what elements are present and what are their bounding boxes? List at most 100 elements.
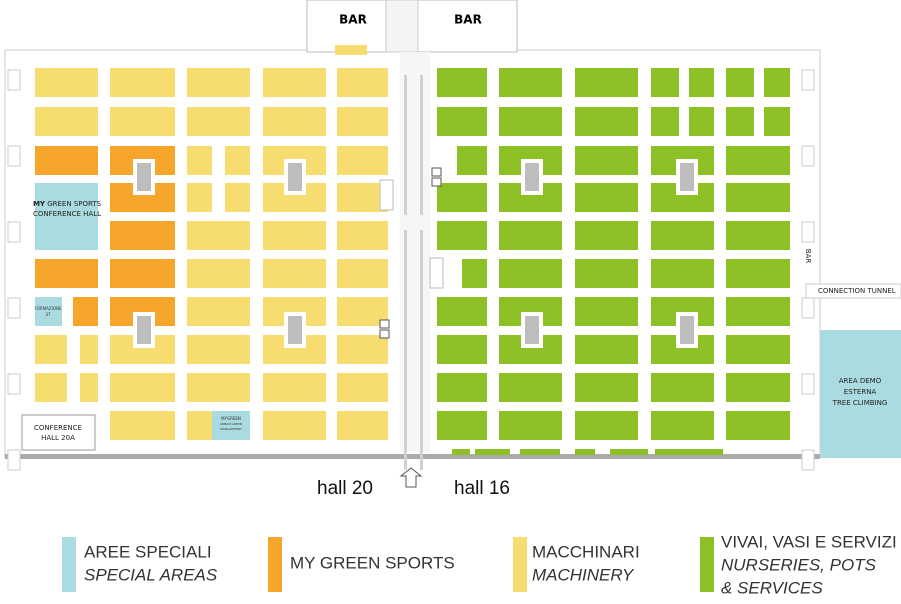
- stand: [110, 68, 175, 97]
- stand: [187, 146, 212, 175]
- hall-label: CONFERENCE HALL: [33, 210, 101, 218]
- pillar: [801, 449, 815, 471]
- stand: [35, 373, 67, 402]
- stand: [187, 259, 250, 288]
- area-label: CONFERENCE: [34, 424, 82, 432]
- kiosk: [525, 316, 539, 344]
- area-label: HALL 20A: [41, 434, 75, 442]
- stand: [187, 335, 250, 364]
- stand: [726, 297, 790, 326]
- stair: [429, 257, 444, 289]
- stair: [379, 179, 394, 211]
- hall-name: hall 20: [317, 478, 373, 499]
- kiosk: [137, 316, 151, 344]
- legend-text: MY GREEN SPORTS: [290, 553, 455, 572]
- hall-label-rest: GREEN SPORTS: [47, 200, 101, 208]
- kiosk: [137, 163, 151, 191]
- bar-label: BAR: [804, 249, 812, 264]
- stand: [651, 373, 714, 402]
- pillar: [801, 297, 815, 319]
- hall-label-bold: MY: [33, 200, 46, 208]
- stand: [689, 68, 714, 97]
- pillar: [801, 145, 815, 167]
- stand: [726, 373, 790, 402]
- legend-text: VIVAI, VASI E SERVIZI: [721, 532, 897, 551]
- legend-text: AREE SPECIALI: [84, 542, 212, 561]
- stand: [187, 68, 250, 97]
- area-label: 37: [45, 312, 51, 317]
- legend-swatch: [700, 537, 714, 592]
- area-label: FORMAZIONE: [34, 306, 61, 311]
- legend-text: SPECIAL AREAS: [84, 565, 218, 584]
- stand: [499, 411, 562, 440]
- stand: [225, 146, 250, 175]
- stand: [337, 411, 388, 440]
- pillar: [7, 449, 21, 471]
- stand: [437, 221, 487, 250]
- stand: [263, 259, 326, 288]
- stand: [110, 221, 175, 250]
- legend-text: & SERVICES: [721, 578, 823, 597]
- stand: [726, 68, 754, 97]
- kiosk: [680, 163, 694, 191]
- stand: [726, 411, 790, 440]
- demo-area: [820, 330, 901, 458]
- bar-label: BAR: [454, 13, 482, 27]
- stand: [575, 411, 638, 440]
- stand: [187, 183, 212, 212]
- stand: [110, 259, 175, 288]
- stand: [263, 373, 326, 402]
- stand: [225, 183, 250, 212]
- passage: [385, 0, 419, 53]
- stand: [764, 107, 790, 136]
- stand: [499, 107, 562, 136]
- stand: [337, 107, 388, 136]
- pillar: [801, 373, 815, 395]
- stand: [452, 449, 470, 455]
- conference-room: [21, 414, 96, 451]
- stand: [263, 68, 326, 97]
- stand: [499, 259, 562, 288]
- stand: [337, 335, 388, 364]
- stand: [655, 449, 723, 455]
- stand: [35, 146, 98, 175]
- stand: [475, 449, 510, 455]
- aisle-line: [420, 330, 423, 470]
- stand: [575, 221, 638, 250]
- stand: [726, 107, 754, 136]
- area-label: ESTERNA: [844, 388, 877, 396]
- aisle-line: [404, 75, 407, 215]
- kiosk: [288, 163, 302, 191]
- aisle-line: [404, 330, 407, 470]
- hall-name: hall 16: [454, 478, 510, 499]
- stand: [187, 221, 250, 250]
- stand: [575, 107, 638, 136]
- stand: [337, 146, 388, 175]
- stand: [263, 411, 326, 440]
- legend-text: MACCHINARI: [532, 542, 640, 561]
- entrance-arrow: [399, 467, 423, 488]
- special-area: [35, 183, 98, 250]
- lift: [379, 319, 390, 329]
- stand: [187, 107, 250, 136]
- stand: [726, 146, 790, 175]
- legend-text: MACHINERY: [532, 565, 635, 584]
- legend-text: NURSERIES, POTS: [721, 555, 877, 574]
- stand: [437, 68, 487, 97]
- aisle-line: [404, 230, 407, 370]
- tunnel: [805, 283, 901, 299]
- pillar: [7, 221, 21, 243]
- stand: [80, 335, 98, 364]
- stand: [35, 107, 98, 136]
- stand: [520, 449, 560, 455]
- stand: [437, 411, 487, 440]
- area-label: TREE CLIMBING: [832, 399, 888, 407]
- stand: [462, 259, 487, 288]
- stand: [689, 107, 714, 136]
- stand: [499, 373, 562, 402]
- stand: [726, 221, 790, 250]
- stand: [575, 146, 638, 175]
- stand: [575, 68, 638, 97]
- stand: [80, 373, 98, 402]
